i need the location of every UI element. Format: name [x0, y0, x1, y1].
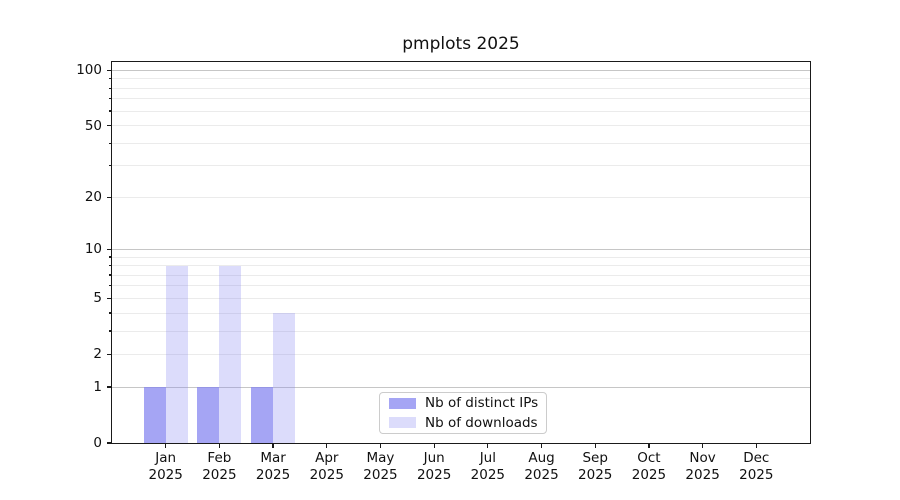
bar-distinct-ips [143, 387, 166, 443]
y-gridline [112, 125, 810, 127]
x-tick-label: Jul 2025 [470, 450, 506, 483]
y-minor-tick [108, 285, 111, 287]
x-tick [648, 444, 650, 448]
y-gridline [112, 386, 810, 388]
plot-area: 0 1 2 5 10 20 50 100 Jan 2025 Feb 2025 Mar 2025 Apr… [76, 61, 811, 483]
x-tick [165, 444, 167, 448]
bar-distinct-ips [251, 387, 274, 443]
y-minor-gridline [112, 312, 810, 314]
y-minor-gridline [112, 98, 810, 100]
y-minor-tick [108, 165, 111, 167]
y-minor-gridline [112, 330, 810, 332]
bar-downloads [165, 265, 188, 443]
x-tick-label: Jun 2025 [416, 450, 452, 483]
y-minor-tick [108, 110, 111, 112]
y-gridline [112, 196, 810, 198]
y-tick-label: 10 [84, 241, 102, 258]
y-tick [107, 248, 111, 250]
x-tick [702, 444, 704, 448]
y-minor-gridline [112, 165, 810, 167]
y-tick [107, 124, 111, 127]
legend-swatch-distinct-ips-icon [389, 397, 416, 409]
x-tick-label: Apr 2025 [309, 450, 344, 483]
legend-label-downloads: Nb of downloads [425, 414, 538, 431]
x-tick-label: Aug 2025 [524, 450, 559, 483]
legend-item-downloads: Nb of downloads [380, 415, 546, 432]
y-minor-tick [108, 142, 111, 144]
x-tick [218, 444, 220, 448]
x-tick [540, 444, 543, 448]
y-minor-tick [108, 256, 111, 258]
y-gridline [112, 248, 810, 250]
y-minor-gridline [112, 142, 810, 144]
x-tick-label: Sep 2025 [578, 450, 613, 483]
y-tick-label: 50 [84, 117, 102, 134]
y-tick-label: 5 [93, 290, 102, 307]
x-tick-label: Oct 2025 [631, 450, 667, 483]
y-minor-gridline [112, 274, 810, 276]
y-minor-gridline [112, 87, 810, 89]
y-tick [107, 196, 111, 198]
y-minor-gridline [112, 78, 810, 80]
x-tick-label: Nov 2025 [685, 450, 720, 483]
x-tick-label: May 2025 [363, 450, 398, 483]
bar-distinct-ips [197, 387, 220, 443]
chart-title: pmplots 2025 [402, 34, 520, 54]
y-tick [107, 386, 111, 388]
y-tick [107, 353, 111, 355]
y-minor-tick [108, 312, 111, 314]
x-tick [379, 444, 382, 448]
y-tick-label: 20 [84, 189, 102, 206]
y-minor-gridline [112, 256, 810, 258]
y-tick-label: 100 [76, 62, 102, 79]
y-minor-tick [108, 98, 111, 100]
x-tick [594, 444, 596, 448]
bar-downloads [273, 313, 296, 443]
y-gridline [112, 297, 810, 299]
legend-label-distinct-ips: Nb of distinct IPs [425, 395, 539, 412]
y-minor-tick [108, 264, 111, 267]
x-tick-label: Dec 2025 [739, 450, 774, 483]
y-minor-gridline [112, 110, 810, 112]
x-tick [326, 444, 328, 448]
legend-swatch-downloads-icon [389, 417, 416, 429]
y-gridline [112, 353, 810, 355]
x-tick [272, 444, 274, 448]
y-tick-label: 2 [93, 346, 102, 363]
legend-item-distinct-ips: Nb of distinct IPs [380, 395, 546, 412]
y-tick [107, 69, 111, 71]
y-tick [107, 442, 111, 444]
y-minor-tick [108, 78, 111, 80]
y-minor-tick [108, 274, 111, 276]
y-tick-label: 1 [93, 379, 102, 396]
x-tick-label: Jan 2025 [148, 450, 183, 483]
y-gridline [112, 69, 810, 71]
x-tick [433, 444, 435, 448]
x-tick-label: Mar 2025 [255, 450, 291, 483]
y-minor-gridline [112, 265, 810, 267]
y-minor-tick [108, 87, 111, 89]
y-tick [107, 297, 111, 299]
legend: Nb of distinct IPs Nb of downloads [379, 392, 547, 434]
y-minor-tick [108, 330, 111, 332]
bar-downloads [219, 265, 242, 443]
y-minor-gridline [112, 285, 810, 287]
x-tick [755, 444, 757, 448]
y-tick-label: 0 [93, 435, 102, 451]
x-tick [487, 444, 489, 448]
x-tick-label: Feb 2025 [202, 450, 237, 483]
